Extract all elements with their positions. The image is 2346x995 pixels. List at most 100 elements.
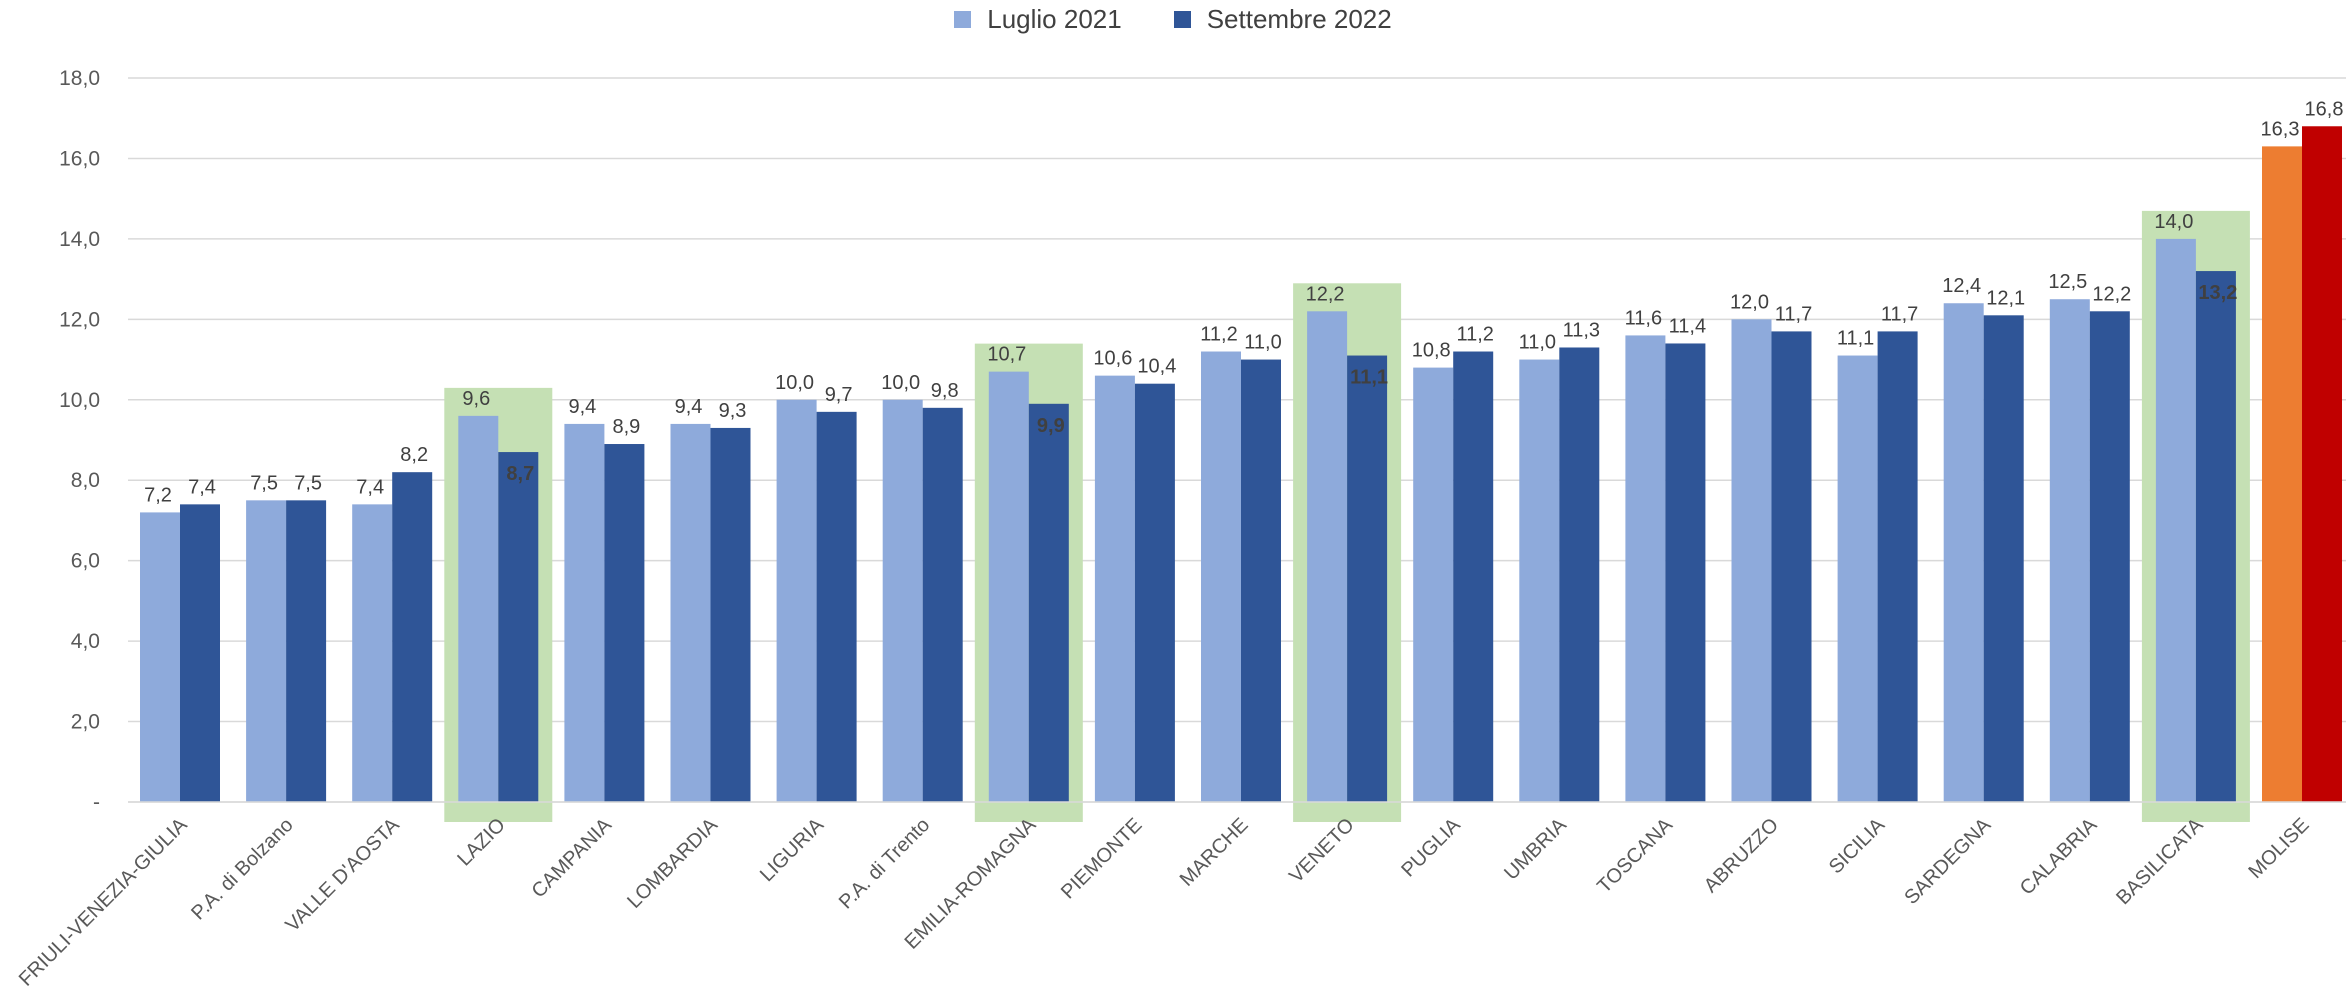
data-label-settembre-2022-sardegna: 12,1: [1986, 287, 2025, 309]
bar-settembre-2022-valle-d-aosta: [392, 472, 433, 802]
data-label-luglio-2021-sardegna: 12,4: [1942, 275, 1981, 297]
bar-luglio-2021-campania: [564, 423, 605, 802]
data-label-luglio-2021-toscana: 11,6: [1625, 307, 1662, 329]
x-tick-label-friuli-venezia-giulia: FRIULI-VENEZIA-GIULIA: [15, 814, 192, 991]
bar-settembre-2022-molise: [2302, 126, 2342, 803]
data-label-settembre-2022-liguria: 9,7: [825, 384, 853, 406]
x-tick-label-sicilia: SICILIA: [1825, 814, 1890, 879]
data-label-luglio-2021-abruzzo: 12,0: [1730, 291, 1769, 313]
bar-luglio-2021-veneto: [1307, 311, 1348, 802]
bar-luglio-2021-molise: [2262, 146, 2302, 802]
legend-swatch-settembre-2022: [1173, 11, 1191, 28]
data-label-settembre-2022-abruzzo: 11,7: [1775, 303, 1812, 325]
data-label-settembre-2022-emilia-romagna: 9,9: [1037, 415, 1065, 437]
x-tick-label-lazio: LAZIO: [453, 814, 509, 870]
bar-settembre-2022-umbria: [1559, 347, 1600, 802]
chart-legend: Luglio 2021 Settembre 2022: [0, 4, 2346, 35]
bar-luglio-2021-friuli-venezia-giulia: [140, 512, 180, 802]
y-tick-label: -: [93, 791, 100, 814]
bar-luglio-2021-emilia-romagna: [988, 371, 1029, 802]
x-tick-label-marche: MARCHE: [1176, 814, 1253, 891]
bar-settembre-2022-sardegna: [1983, 315, 2024, 802]
data-label-luglio-2021-marche: 11,2: [1200, 324, 1237, 346]
bar-luglio-2021-sardegna: [1943, 303, 1984, 802]
y-tick-label: 4,0: [71, 630, 100, 653]
data-label-settembre-2022-calabria: 12,2: [2092, 283, 2131, 305]
bar-luglio-2021-umbria: [1519, 359, 1560, 802]
x-tick-label-sardegna: SARDEGNA: [1900, 814, 1995, 909]
data-label-luglio-2021-campania: 9,4: [568, 396, 596, 418]
y-tick-label: 16,0: [59, 147, 100, 170]
x-tick-label-calabria: CALABRIA: [2016, 814, 2102, 900]
y-tick-label: 14,0: [59, 228, 100, 251]
data-label-luglio-2021-sicilia: 11,1: [1837, 328, 1874, 350]
y-tick-label: 8,0: [71, 469, 100, 492]
bar-luglio-2021-basilicata: [2155, 238, 2196, 802]
bar-settembre-2022-emilia-romagna: [1028, 403, 1069, 802]
legend-item-settembre-2022: Settembre 2022: [1173, 4, 1392, 35]
bar-settembre-2022-toscana: [1665, 343, 1706, 802]
bar-luglio-2021-toscana: [1625, 335, 1666, 802]
x-tick-label-basilicata: BASILICATA: [2112, 814, 2208, 910]
data-label-luglio-2021-emilia-romagna: 10,7: [987, 344, 1026, 366]
x-tick-label-piemonte: PIEMONTE: [1057, 814, 1146, 903]
data-label-settembre-2022-toscana: 11,4: [1669, 315, 1706, 337]
data-label-settembre-2022-lazio: 8,7: [506, 463, 534, 485]
data-label-luglio-2021-p-a-di-trento: 10,0: [881, 372, 920, 394]
y-tick-label: 10,0: [59, 389, 100, 412]
data-label-settembre-2022-sicilia: 11,7: [1881, 303, 1918, 325]
bar-settembre-2022-sicilia: [1877, 331, 1918, 802]
data-label-settembre-2022-p-a-di-trento: 9,8: [931, 380, 959, 402]
data-label-settembre-2022-marche: 11,0: [1244, 332, 1281, 354]
legend-swatch-luglio-2021: [954, 11, 972, 28]
bar-luglio-2021-sicilia: [1837, 355, 1878, 802]
x-tick-label-umbria: UMBRIA: [1500, 814, 1571, 885]
bar-settembre-2022-piemonte: [1134, 383, 1175, 802]
bar-luglio-2021-p-a-di-bolzano: [246, 500, 287, 802]
x-tick-label-liguria: LIGURIA: [756, 814, 829, 887]
data-label-settembre-2022-piemonte: 10,4: [1137, 356, 1176, 378]
bar-settembre-2022-basilicata: [2195, 271, 2236, 803]
x-tick-label-p-a-di-trento: P.A. di Trento: [835, 814, 934, 913]
data-label-luglio-2021-liguria: 10,0: [775, 372, 814, 394]
data-label-settembre-2022-puglia: 11,2: [1456, 324, 1493, 346]
bar-luglio-2021-piemonte: [1094, 375, 1135, 802]
bar-settembre-2022-marche: [1241, 359, 1281, 802]
bar-luglio-2021-calabria: [2049, 299, 2090, 802]
data-label-luglio-2021-calabria: 12,5: [2048, 271, 2087, 293]
data-label-luglio-2021-veneto: 12,2: [1306, 283, 1345, 305]
bar-settembre-2022-veneto: [1347, 355, 1388, 802]
bar-settembre-2022-friuli-venezia-giulia: [180, 504, 220, 802]
y-tick-label: 12,0: [59, 308, 100, 331]
legend-label-luglio-2021: Luglio 2021: [987, 4, 1122, 34]
bar-luglio-2021-lombardia: [670, 423, 711, 802]
data-label-luglio-2021-friuli-venezia-giulia: 7,2: [144, 484, 172, 506]
data-label-settembre-2022-p-a-di-bolzano: 7,5: [294, 472, 322, 494]
bar-luglio-2021-puglia: [1413, 367, 1454, 802]
data-label-settembre-2022-umbria: 11,3: [1563, 319, 1600, 341]
data-label-luglio-2021-p-a-di-bolzano: 7,5: [250, 472, 278, 494]
data-label-luglio-2021-valle-d-aosta: 7,4: [356, 476, 384, 498]
legend-item-luglio-2021: Luglio 2021: [954, 4, 1122, 35]
data-label-luglio-2021-lombardia: 9,4: [675, 396, 703, 418]
legend-label-settembre-2022: Settembre 2022: [1206, 4, 1392, 34]
bar-luglio-2021-p-a-di-trento: [882, 399, 923, 802]
bar-settembre-2022-campania: [604, 444, 645, 802]
bar-settembre-2022-liguria: [816, 411, 857, 802]
data-label-settembre-2022-molise: 16,8: [2305, 98, 2344, 120]
bar-settembre-2022-puglia: [1453, 351, 1494, 802]
x-tick-label-lombardia: LOMBARDIA: [623, 814, 722, 913]
x-tick-label-campania: CAMPANIA: [528, 814, 617, 903]
data-label-settembre-2022-lombardia: 9,3: [719, 400, 747, 422]
bar-settembre-2022-abruzzo: [1771, 331, 1812, 802]
bar-settembre-2022-lombardia: [710, 427, 751, 802]
x-tick-label-puglia: PUGLIA: [1397, 814, 1465, 882]
x-tick-label-molise: MOLISE: [2245, 814, 2314, 883]
data-label-luglio-2021-piemonte: 10,6: [1093, 348, 1132, 370]
x-tick-label-valle-d-aosta: VALLE D'AOSTA: [281, 814, 404, 937]
data-label-settembre-2022-basilicata: 13,2: [2198, 282, 2237, 304]
y-tick-label: 2,0: [71, 711, 100, 734]
data-label-luglio-2021-umbria: 11,0: [1519, 332, 1556, 354]
x-tick-label-p-a-di-bolzano: P.A. di Bolzano: [187, 814, 297, 924]
y-tick-label: 18,0: [59, 67, 100, 90]
